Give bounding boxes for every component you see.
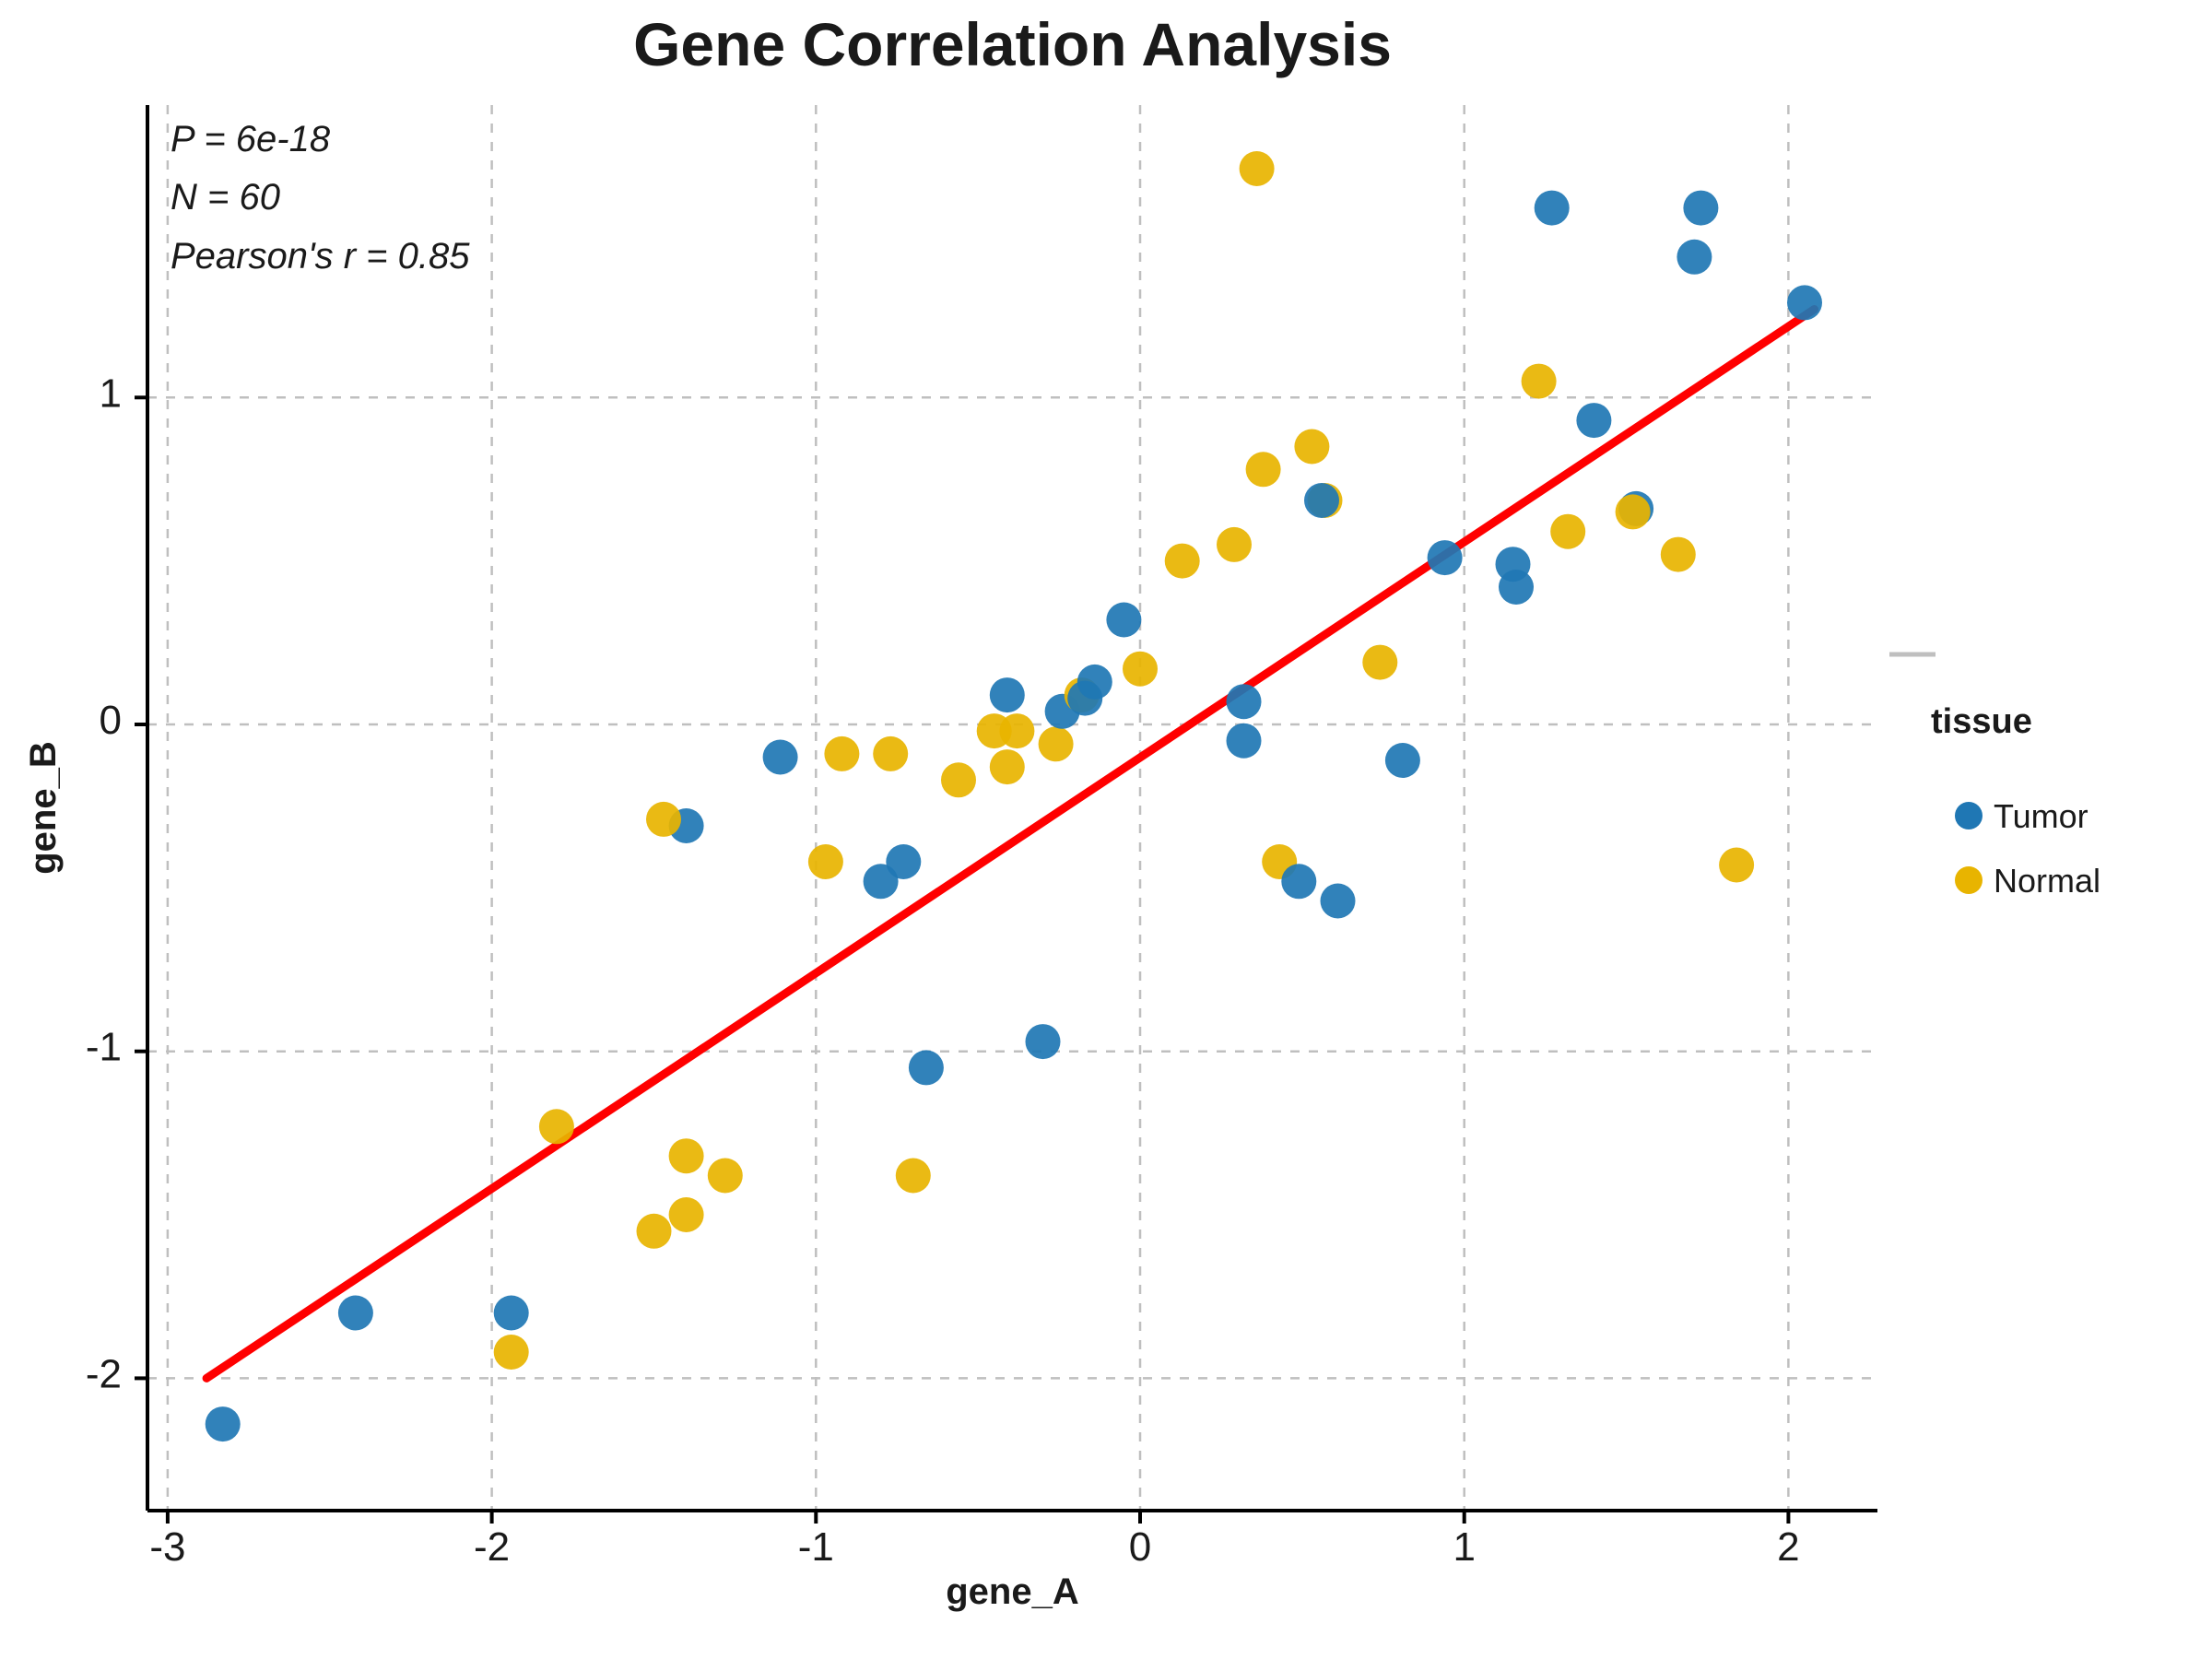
svg-text:1: 1 bbox=[100, 371, 122, 416]
svg-text:0: 0 bbox=[100, 698, 122, 743]
svg-text:Normal: Normal bbox=[1994, 862, 2100, 900]
svg-text:gene_A: gene_A bbox=[946, 1571, 1079, 1612]
svg-text:1: 1 bbox=[1453, 1524, 1475, 1570]
svg-text:-3: -3 bbox=[149, 1524, 185, 1570]
svg-text:P = 6e-18: P = 6e-18 bbox=[171, 119, 331, 159]
svg-text:-2: -2 bbox=[86, 1351, 122, 1396]
svg-text:Pearson's r = 0.85: Pearson's r = 0.85 bbox=[171, 236, 470, 276]
svg-text:2: 2 bbox=[1777, 1524, 1799, 1570]
svg-text:-1: -1 bbox=[86, 1025, 122, 1070]
svg-text:Tumor: Tumor bbox=[1994, 797, 2088, 835]
svg-text:0: 0 bbox=[1129, 1524, 1151, 1570]
svg-text:-1: -1 bbox=[798, 1524, 834, 1570]
svg-text:-2: -2 bbox=[474, 1524, 510, 1570]
svg-text:tissue: tissue bbox=[1931, 702, 2032, 741]
svg-text:gene_B: gene_B bbox=[23, 741, 64, 875]
svg-text:N = 60: N = 60 bbox=[171, 177, 280, 218]
